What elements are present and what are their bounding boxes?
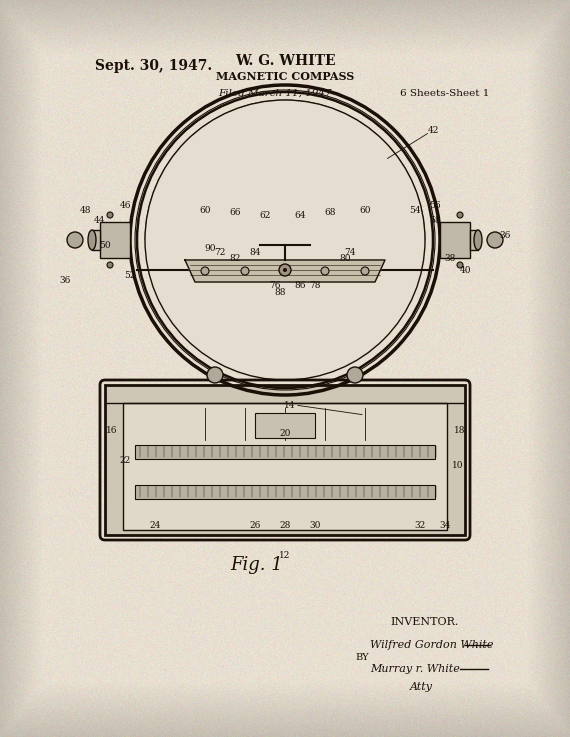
Text: Wilfred Gordon White: Wilfred Gordon White xyxy=(370,640,494,650)
Text: 48: 48 xyxy=(79,206,91,214)
Text: INVENTOR.: INVENTOR. xyxy=(390,617,458,627)
Bar xyxy=(135,445,435,459)
Bar xyxy=(440,222,470,258)
Text: 28: 28 xyxy=(279,520,291,529)
Text: 82: 82 xyxy=(229,254,241,262)
Text: 78: 78 xyxy=(310,281,321,290)
Text: 64: 64 xyxy=(294,211,306,220)
Text: BY: BY xyxy=(355,653,369,662)
Text: 26: 26 xyxy=(249,520,260,529)
Text: 76: 76 xyxy=(269,281,281,290)
Text: 66: 66 xyxy=(229,208,241,217)
Text: 68: 68 xyxy=(324,208,336,217)
Text: 56: 56 xyxy=(429,200,441,209)
Ellipse shape xyxy=(474,230,482,250)
Text: 40: 40 xyxy=(459,265,471,274)
Circle shape xyxy=(283,268,287,272)
Text: 60: 60 xyxy=(359,206,371,214)
Text: Atty: Atty xyxy=(410,682,433,692)
Bar xyxy=(135,485,435,499)
Bar xyxy=(100,222,130,258)
Circle shape xyxy=(107,212,113,218)
Text: 24: 24 xyxy=(149,520,161,529)
Circle shape xyxy=(487,232,503,248)
Text: W. G. WHITE: W. G. WHITE xyxy=(235,54,335,68)
Polygon shape xyxy=(185,260,385,282)
Bar xyxy=(255,413,315,438)
Text: 10: 10 xyxy=(452,461,464,469)
Bar xyxy=(105,385,465,535)
Circle shape xyxy=(361,267,369,275)
Circle shape xyxy=(457,262,463,268)
Text: 42: 42 xyxy=(428,125,439,134)
Text: 34: 34 xyxy=(439,520,451,529)
Text: 14: 14 xyxy=(284,400,296,410)
Circle shape xyxy=(241,267,249,275)
Circle shape xyxy=(207,367,223,383)
Text: 50: 50 xyxy=(99,240,111,250)
Text: 88: 88 xyxy=(274,287,286,296)
Circle shape xyxy=(145,100,425,380)
Text: 46: 46 xyxy=(119,200,131,209)
Text: 54: 54 xyxy=(409,206,421,214)
Text: 74: 74 xyxy=(344,248,356,256)
Text: MAGNETIC COMPASS: MAGNETIC COMPASS xyxy=(216,71,354,82)
Polygon shape xyxy=(145,100,425,240)
Text: 58: 58 xyxy=(429,215,441,225)
Text: 80: 80 xyxy=(339,254,351,262)
Bar xyxy=(470,230,478,250)
Text: 84: 84 xyxy=(249,248,260,256)
Text: Filed March 11, 1947: Filed March 11, 1947 xyxy=(218,89,332,98)
Circle shape xyxy=(457,212,463,218)
Text: 30: 30 xyxy=(310,520,321,529)
Circle shape xyxy=(321,267,329,275)
Bar xyxy=(123,403,447,530)
Text: 44: 44 xyxy=(94,215,106,225)
Text: 32: 32 xyxy=(414,520,426,529)
Circle shape xyxy=(67,232,83,248)
Text: 6 Sheets-Sheet 1: 6 Sheets-Sheet 1 xyxy=(400,89,490,98)
Text: 22: 22 xyxy=(119,455,131,464)
Text: 18: 18 xyxy=(454,425,466,435)
Text: 36: 36 xyxy=(59,276,71,284)
Bar xyxy=(92,230,100,250)
Text: 86: 86 xyxy=(294,281,306,290)
Text: 12: 12 xyxy=(279,551,291,559)
Circle shape xyxy=(107,262,113,268)
Text: Fig. 1: Fig. 1 xyxy=(230,556,283,574)
Circle shape xyxy=(279,264,291,276)
Text: Murray r. White: Murray r. White xyxy=(370,664,460,674)
Circle shape xyxy=(347,367,363,383)
Text: 72: 72 xyxy=(214,248,226,256)
Text: 52: 52 xyxy=(124,270,136,279)
Circle shape xyxy=(201,267,209,275)
Text: 36: 36 xyxy=(499,231,511,240)
Text: 60: 60 xyxy=(200,206,211,214)
Text: Sept. 30, 1947.: Sept. 30, 1947. xyxy=(95,59,212,73)
Ellipse shape xyxy=(88,230,96,250)
Text: 20: 20 xyxy=(279,428,291,438)
Text: 16: 16 xyxy=(106,425,118,435)
Text: 90: 90 xyxy=(204,243,216,253)
Text: 62: 62 xyxy=(259,211,271,220)
Text: 38: 38 xyxy=(444,254,455,262)
